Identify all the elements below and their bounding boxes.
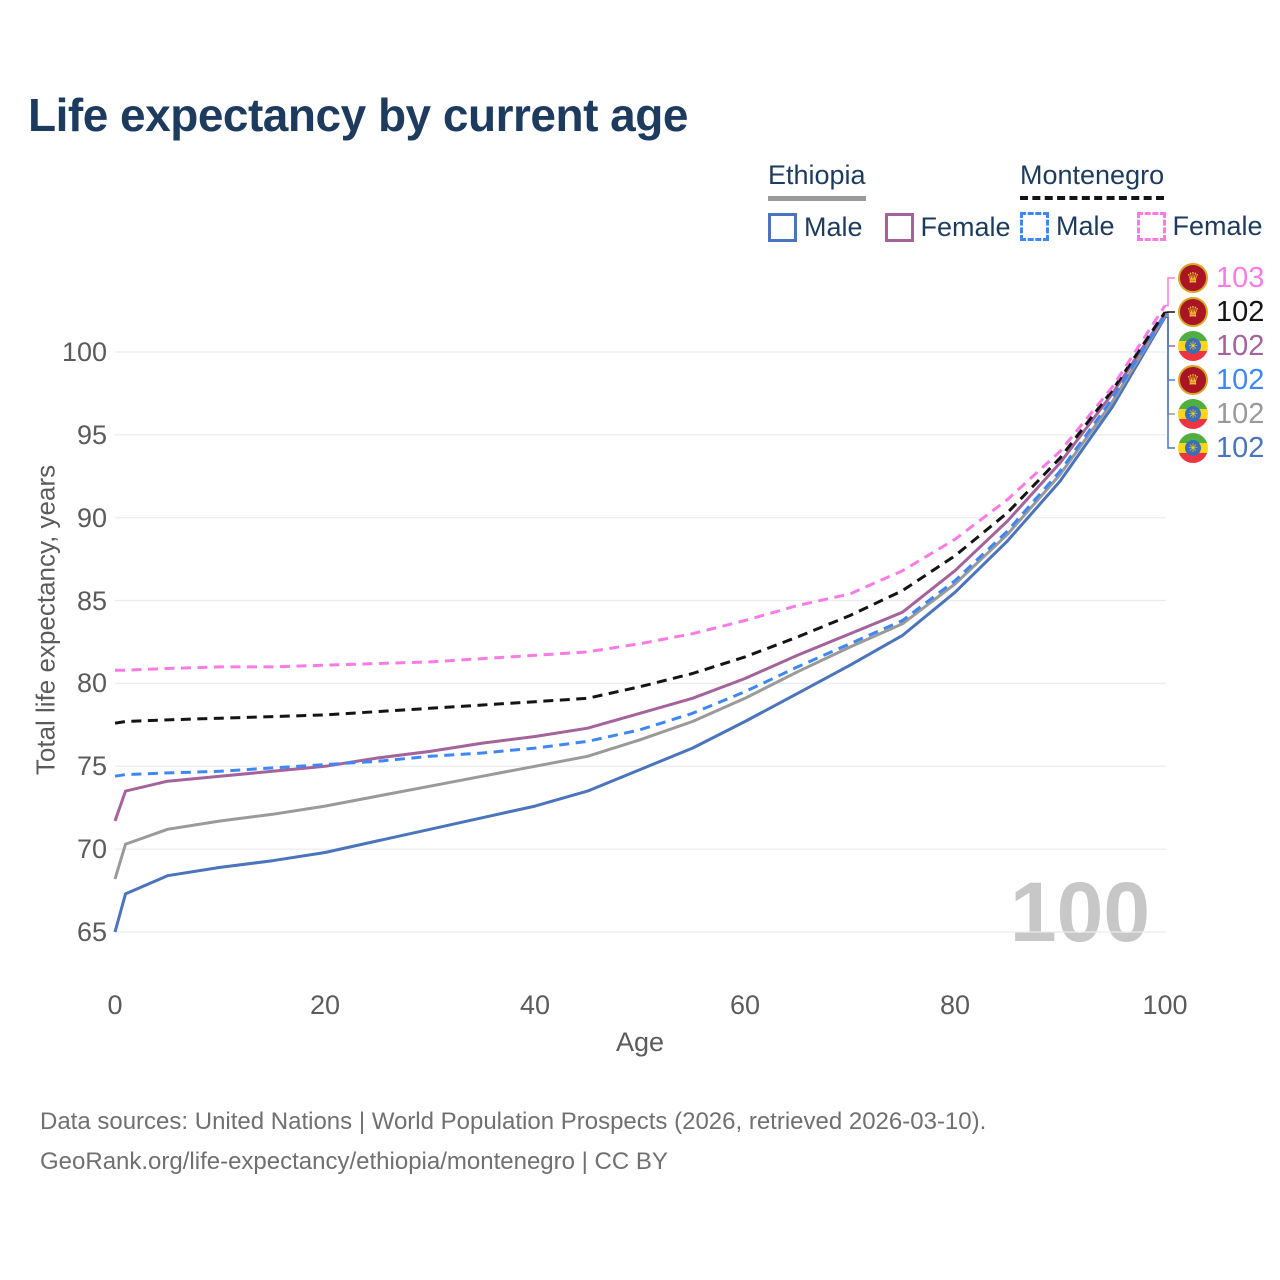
ethiopia-flag-icon: ✳ [1178, 399, 1208, 429]
x-tick-label: 40 [519, 990, 551, 1020]
legend-item-montenegro-female: Female [1136, 211, 1263, 242]
legend-item-montenegro-male: Male [1020, 211, 1115, 242]
legend-item-ethiopia-male: Male [768, 212, 863, 243]
y-tick-label: 100 [61, 337, 107, 367]
x-tick-label: 80 [939, 990, 971, 1020]
end-value: 102 [1216, 398, 1265, 430]
page-title: Life expectancy by current age [28, 89, 688, 141]
ethiopia-flag-icon: ✳ [1178, 331, 1208, 361]
end-value: 102 [1216, 330, 1265, 362]
x-tick-label: 20 [309, 990, 341, 1020]
x-tick-label: 100 [1142, 990, 1188, 1020]
y-tick-label: 75 [76, 751, 107, 782]
end-label-ethiopia-male: ✳ 102 [1178, 433, 1264, 463]
end-value: 103 [1216, 262, 1265, 294]
ethiopia-flag-icon: ✳ [1178, 433, 1208, 463]
legend-item-ethiopia-female: Female [884, 212, 1011, 243]
end-label-montenegro-female: ♛ 103 [1178, 263, 1264, 293]
legend-ethiopia-header: Ethiopia [768, 160, 866, 201]
x-axis-title: Age [615, 1027, 665, 1057]
legend-label: Male [1056, 211, 1115, 241]
montenegro-female-swatch [1136, 212, 1166, 241]
montenegro-flag-icon: ♛ [1178, 297, 1208, 327]
montenegro-flag-icon: ♛ [1178, 365, 1208, 395]
attribution-note: GeoRank.org/life-expectancy/ethiopia/mon… [40, 1148, 668, 1175]
y-tick-label: 65 [76, 917, 107, 947]
legend-label: Male [804, 212, 863, 242]
y-tick-label: 90 [76, 502, 107, 533]
y-tick-label: 80 [76, 668, 107, 699]
age-watermark: 100 [1009, 865, 1151, 959]
legend-group-ethiopia: Ethiopia Male Female [768, 160, 1011, 243]
legend-group-montenegro: Montenegro Male Female [1020, 160, 1263, 242]
montenegro-male-swatch [1020, 212, 1049, 241]
y-tick-label: 85 [76, 585, 107, 616]
ethiopia-male-swatch [768, 213, 797, 242]
end-label-ethiopia-total: ✳ 102 [1178, 399, 1264, 429]
montenegro-flag-icon: ♛ [1178, 263, 1208, 293]
data-source-note: Data sources: United Nations | World Pop… [40, 1108, 987, 1135]
y-tick-label: 70 [76, 834, 107, 865]
end-label-montenegro-total: ♛ 102 [1178, 297, 1264, 327]
x-tick-label: 60 [729, 990, 761, 1020]
x-tick-label: 0 [107, 990, 123, 1020]
y-tick-label: 95 [76, 419, 107, 450]
legend-label: Female [1172, 211, 1263, 241]
end-label-ethiopia-female: ✳ 102 [1178, 331, 1264, 361]
end-value: 102 [1216, 296, 1265, 328]
end-value: 102 [1216, 364, 1265, 396]
legend-label: Female [920, 212, 1011, 242]
end-value: 102 [1216, 432, 1265, 464]
legend-montenegro-header: Montenegro [1020, 160, 1165, 200]
ethiopia-female-swatch [884, 213, 914, 242]
end-label-montenegro-male: ♛ 102 [1178, 365, 1264, 395]
